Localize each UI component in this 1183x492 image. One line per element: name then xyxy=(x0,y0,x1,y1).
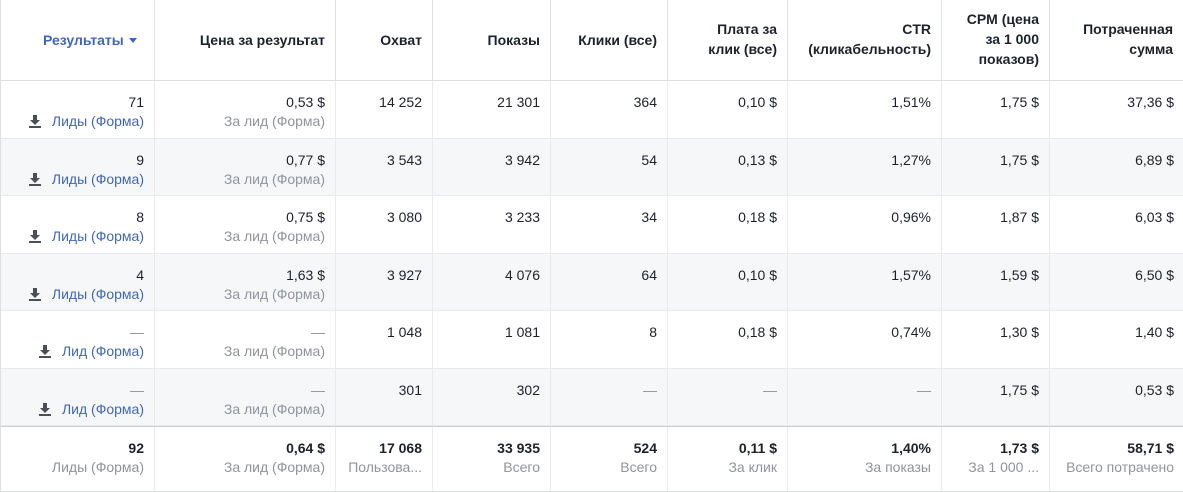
reach-cell: 3 543 xyxy=(336,139,433,195)
result-type-link[interactable]: Лиды (Форма) xyxy=(9,170,144,189)
impressions-cell: 3 942 xyxy=(433,139,551,195)
totals-row: 92 Лиды (Форма) 0,64 $ За лид (Форма) 17… xyxy=(1,426,1183,492)
impressions-cell: 302 xyxy=(433,369,551,425)
result-type-link[interactable]: Лиды (Форма) xyxy=(9,112,144,131)
ctr-cell: 0,96% xyxy=(788,196,942,253)
download-icon xyxy=(28,288,41,301)
cost-per-result-cell: 1,63 $ За лид (Форма) xyxy=(155,254,336,310)
cpc-cell: 0,10 $ xyxy=(668,254,788,310)
amount-spent-cell: 6,50 $ xyxy=(1135,267,1174,283)
clicks-cell: 8 xyxy=(551,311,668,368)
cost-per-result-cell: 0,75 $ За лид (Форма) xyxy=(155,196,336,253)
download-icon xyxy=(28,115,41,128)
total-reach-cell: 17 068 Пользова... xyxy=(336,427,433,491)
reach-cell: 14 252 xyxy=(336,81,433,138)
impressions-cell: 21 301 xyxy=(433,81,551,138)
impressions-cell: 3 233 xyxy=(433,196,551,253)
clicks-cell: 64 xyxy=(551,254,668,310)
table-row: 8 Лиды (Форма) 0,75 $ За лид (Форма) 3 0… xyxy=(1,196,1183,254)
column-header-impressions[interactable]: Показы xyxy=(433,0,551,80)
cpc-cell: 0,18 $ xyxy=(668,196,788,253)
cpc-cell: — xyxy=(668,369,788,425)
table-row: 9 Лиды (Форма) 0,77 $ За лид (Форма) 3 5… xyxy=(1,139,1183,196)
cpm-cell: 1,30 $ xyxy=(942,311,1050,368)
ctr-cell: 1,27% xyxy=(788,139,942,195)
amount-spent-cell: 6,89 $ xyxy=(1135,152,1174,168)
reach-cell: 3 927 xyxy=(336,254,433,310)
table-row: — Лид (Форма) — За лид (Форма) 301 302 —… xyxy=(1,369,1183,426)
column-header-cpc[interactable]: Плата за клик (все) xyxy=(668,0,788,80)
cost-per-result-cell: 0,77 $ За лид (Форма) xyxy=(155,139,336,195)
result-type-link[interactable]: Лиды (Форма) xyxy=(9,285,144,304)
total-cpm-cell: 1,73 $ За 1 000 ... xyxy=(942,427,1050,491)
cost-per-result-cell: — За лид (Форма) xyxy=(155,369,336,425)
total-ctr-cell: 1,40% За показы xyxy=(788,427,942,491)
total-amount-spent-cell: 58,71 $ Всего потрачено xyxy=(1066,440,1174,475)
caret-down-icon xyxy=(128,37,137,43)
total-results-cell: 92 Лиды (Форма) xyxy=(1,427,155,491)
total-clicks-cell: 524 Всего xyxy=(551,427,668,491)
table-row: — Лид (Форма) — За лид (Форма) 1 048 1 0… xyxy=(1,311,1183,369)
cpc-cell: 0,13 $ xyxy=(668,139,788,195)
cpm-cell: 1,59 $ xyxy=(942,254,1050,310)
download-icon xyxy=(28,230,41,243)
result-type-link[interactable]: Лиды (Форма) xyxy=(9,227,144,246)
download-icon xyxy=(38,403,51,416)
total-impressions-cell: 33 935 Всего xyxy=(433,427,551,491)
column-header-cost-per-result[interactable]: Цена за результат xyxy=(155,0,336,80)
clicks-cell: 34 xyxy=(551,196,668,253)
ctr-cell: 1,57% xyxy=(788,254,942,310)
column-header-amount-spent[interactable]: Потраченная сумма xyxy=(1050,0,1183,80)
results-cell: — Лид (Форма) xyxy=(1,369,155,425)
amount-spent-cell: 1,40 $ xyxy=(1135,324,1174,340)
ctr-cell: 0,74% xyxy=(788,311,942,368)
cpm-cell: 1,75 $ xyxy=(942,369,1050,425)
impressions-cell: 4 076 xyxy=(433,254,551,310)
impressions-cell: 1 081 xyxy=(433,311,551,368)
total-cpc-cell: 0,11 $ За клик xyxy=(668,427,788,491)
column-header-cpm[interactable]: CPM (цена за 1 000 показов) xyxy=(942,0,1050,80)
results-cell: 71 Лиды (Форма) xyxy=(1,81,155,138)
reach-cell: 1 048 xyxy=(336,311,433,368)
table-row: 4 Лиды (Форма) 1,63 $ За лид (Форма) 3 9… xyxy=(1,254,1183,311)
amount-spent-cell: 37,36 $ xyxy=(1127,94,1174,110)
amount-spent-cell: 0,53 $ xyxy=(1135,382,1174,398)
clicks-cell: 364 xyxy=(551,81,668,138)
ctr-cell: — xyxy=(788,369,942,425)
column-header-reach[interactable]: Охват xyxy=(336,0,433,80)
cpm-cell: 1,75 $ xyxy=(942,81,1050,138)
table-row: 71 Лиды (Форма) 0,53 $ За лид (Форма) 14… xyxy=(1,81,1183,139)
reach-cell: 301 xyxy=(336,369,433,425)
cost-per-result-cell: 0,53 $ За лид (Форма) xyxy=(155,81,336,138)
reach-cell: 3 080 xyxy=(336,196,433,253)
cpm-cell: 1,87 $ xyxy=(942,196,1050,253)
results-cell: 8 Лиды (Форма) xyxy=(1,196,155,253)
column-header-clicks[interactable]: Клики (все) xyxy=(551,0,668,80)
result-type-link[interactable]: Лид (Форма) xyxy=(9,342,144,361)
column-header-results[interactable]: Результаты xyxy=(1,0,155,80)
cpc-cell: 0,10 $ xyxy=(668,81,788,138)
cpm-cell: 1,75 $ xyxy=(942,139,1050,195)
results-cell: — Лид (Форма) xyxy=(1,311,155,368)
table-header: Результаты Цена за результат Охват Показ… xyxy=(1,0,1183,81)
amount-spent-cell: 6,03 $ xyxy=(1135,209,1174,225)
cost-per-result-cell: — За лид (Форма) xyxy=(155,311,336,368)
ctr-cell: 1,51% xyxy=(788,81,942,138)
download-icon xyxy=(28,173,41,186)
total-cost-per-result-cell: 0,64 $ За лид (Форма) xyxy=(155,427,336,491)
column-header-ctr[interactable]: CTR (кликабельность) xyxy=(788,0,942,80)
clicks-cell: — xyxy=(551,369,668,425)
results-cell: 4 Лиды (Форма) xyxy=(1,254,155,310)
clicks-cell: 54 xyxy=(551,139,668,195)
results-cell: 9 Лиды (Форма) xyxy=(1,139,155,195)
download-icon xyxy=(38,345,51,358)
cpc-cell: 0,18 $ xyxy=(668,311,788,368)
result-type-link[interactable]: Лид (Форма) xyxy=(9,400,144,419)
